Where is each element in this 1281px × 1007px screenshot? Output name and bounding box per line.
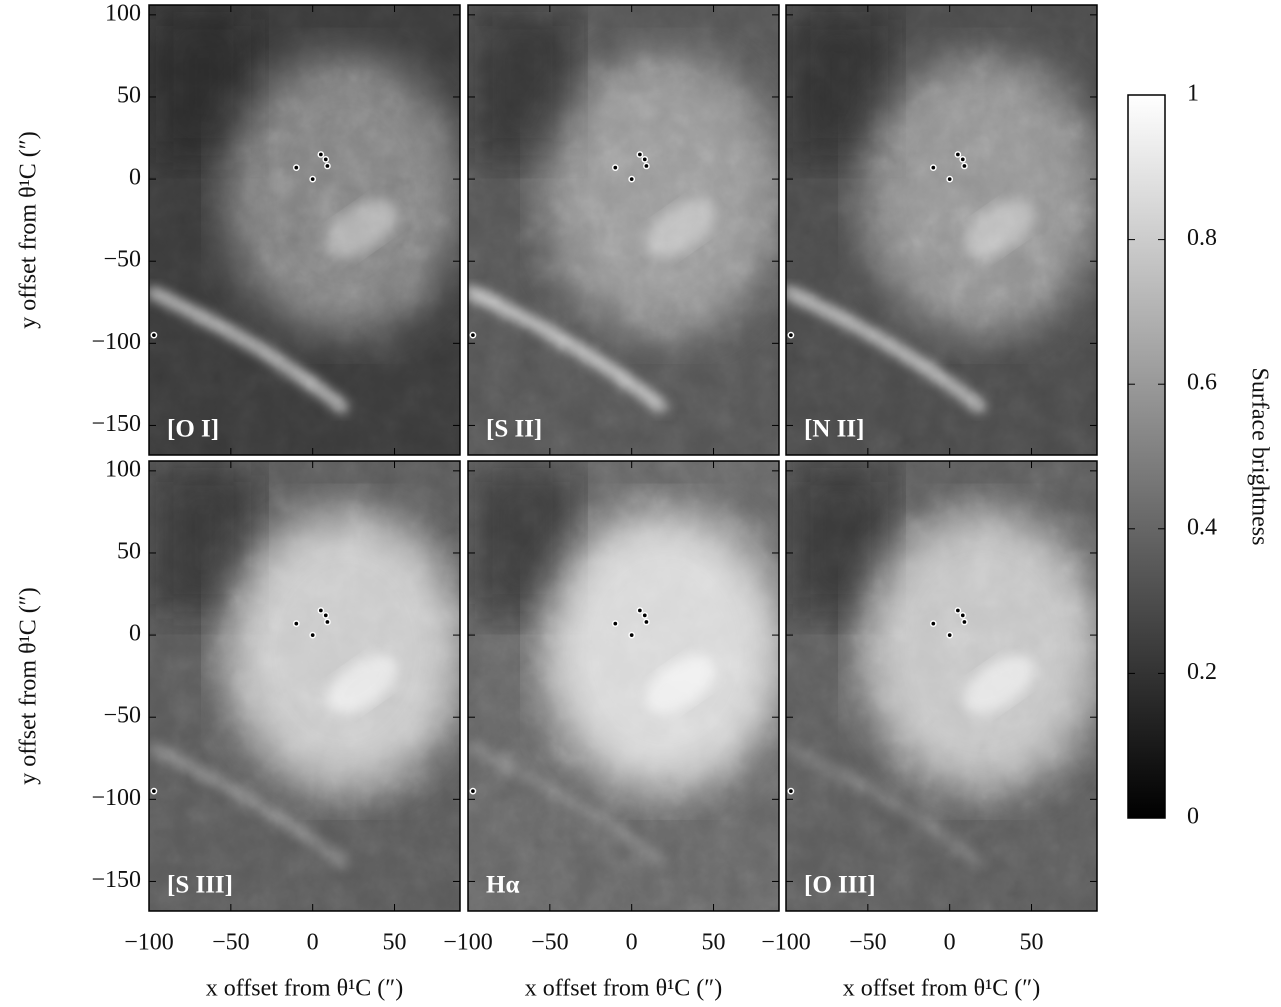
x-tick-label: −100 <box>761 930 811 956</box>
y-tick-label: −100 <box>91 329 141 355</box>
panel <box>468 461 779 911</box>
y-tick-label: 50 <box>117 82 141 108</box>
star <box>959 612 967 619</box>
star <box>643 162 650 170</box>
x-axis-label: x offset from θ¹C (″) <box>843 976 1041 1002</box>
x-tick-label: −100 <box>124 930 174 956</box>
panel-frame <box>148 4 461 456</box>
star <box>787 787 795 795</box>
y-tick-label: −50 <box>103 703 141 729</box>
texture <box>149 5 460 455</box>
panel <box>468 5 779 455</box>
x-tick-label: 50 <box>702 930 726 956</box>
colorbar-tick-label: 0.6 <box>1187 370 1217 396</box>
texture <box>786 5 1097 455</box>
panel-label: [O III] <box>804 872 876 899</box>
x-tick-label: 50 <box>1020 930 1044 956</box>
star <box>292 620 300 627</box>
colorbar-tick-label: 0 <box>1187 804 1199 830</box>
star <box>929 620 937 627</box>
panel <box>149 5 460 455</box>
star <box>292 164 300 171</box>
star <box>961 162 968 170</box>
star <box>787 331 795 339</box>
x-tick-label: 50 <box>383 930 407 956</box>
colorbar-tick-label: 0.8 <box>1187 225 1217 251</box>
x-tick-label: 0 <box>626 930 638 956</box>
star <box>469 331 477 339</box>
star <box>324 162 331 170</box>
star <box>322 612 330 619</box>
panel <box>149 461 460 911</box>
panel-frame <box>467 4 780 456</box>
panel-label: Hα <box>486 872 519 899</box>
star <box>150 787 158 795</box>
panel-label: [N II] <box>804 416 864 443</box>
texture <box>468 5 779 455</box>
star <box>641 612 649 619</box>
x-axis-label: x offset from θ¹C (″) <box>206 976 404 1002</box>
star <box>641 156 649 163</box>
x-tick-label: −50 <box>212 930 250 956</box>
star <box>611 620 619 627</box>
x-tick-label: −50 <box>849 930 887 956</box>
star <box>309 631 317 639</box>
x-axis-label: x offset from θ¹C (″) <box>525 976 723 1002</box>
star <box>636 607 644 614</box>
panel <box>786 5 1097 455</box>
star <box>628 631 636 639</box>
y-tick-label: 50 <box>117 538 141 564</box>
texture <box>786 461 1097 911</box>
star <box>469 787 477 795</box>
y-axis-label: y offset from θ¹C (″) <box>16 131 42 329</box>
panel-label: [S III] <box>167 872 233 899</box>
x-tick-label: −100 <box>443 930 493 956</box>
y-tick-label: 100 <box>105 456 141 482</box>
star <box>954 607 962 614</box>
y-tick-label: −100 <box>91 785 141 811</box>
star <box>150 331 158 339</box>
colorbar-label: Surface brightness <box>1246 368 1272 546</box>
panel-label: [S II] <box>486 416 542 443</box>
star <box>628 175 636 183</box>
y-tick-label: 0 <box>129 621 141 647</box>
star <box>324 618 331 626</box>
y-tick-label: −150 <box>91 411 141 437</box>
colorbar <box>1127 94 1166 819</box>
y-tick-label: 100 <box>105 0 141 26</box>
x-tick-label: 0 <box>944 930 956 956</box>
star <box>929 164 937 171</box>
panel <box>786 461 1097 911</box>
y-tick-label: 0 <box>129 165 141 191</box>
star <box>309 175 317 183</box>
star <box>959 156 967 163</box>
star <box>946 175 954 183</box>
panel-frame <box>785 460 1098 912</box>
panel-frame <box>785 4 1098 456</box>
x-tick-label: 0 <box>307 930 319 956</box>
colorbar-tick-label: 1 <box>1187 81 1199 107</box>
star <box>643 618 650 626</box>
texture <box>468 461 779 911</box>
star <box>317 607 325 614</box>
panel-frame <box>467 460 780 912</box>
star <box>636 151 644 158</box>
colorbar-tick-label: 0.2 <box>1187 659 1217 685</box>
colorbar-tick-label: 0.4 <box>1187 514 1217 540</box>
panel-frame <box>148 460 461 912</box>
star <box>611 164 619 171</box>
texture <box>149 461 460 911</box>
star <box>946 631 954 639</box>
y-tick-label: −50 <box>103 247 141 273</box>
star <box>961 618 968 626</box>
star <box>954 151 962 158</box>
star <box>322 156 330 163</box>
y-tick-label: −150 <box>91 867 141 893</box>
panel-label: [O I] <box>167 416 219 443</box>
x-tick-label: −50 <box>531 930 569 956</box>
y-axis-label: y offset from θ¹C (″) <box>16 587 42 785</box>
star <box>317 151 325 158</box>
